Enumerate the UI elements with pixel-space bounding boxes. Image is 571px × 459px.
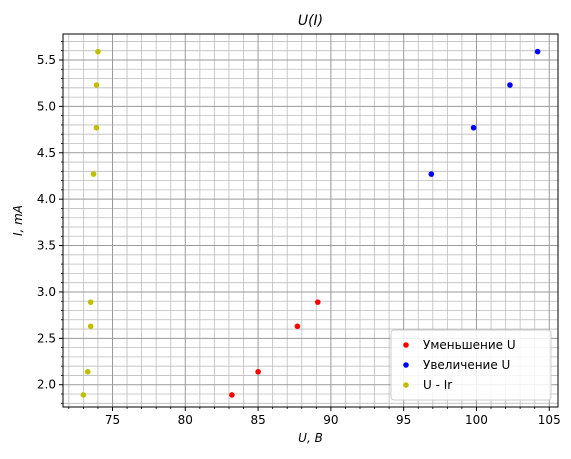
data-point <box>84 368 91 375</box>
y-tick-label: 5.0 <box>37 99 56 113</box>
data-point <box>294 323 301 330</box>
y-tick-label: 4.0 <box>37 192 56 206</box>
x-tick-label: 95 <box>396 413 411 427</box>
legend-label: Уменьшение U <box>423 338 516 352</box>
x-axis-label: U, B <box>298 431 323 445</box>
legend: Уменьшение U Увеличение U U - Ir <box>390 329 552 401</box>
legend-label: U - Ir <box>423 378 452 392</box>
data-point <box>229 392 235 398</box>
legend-label: Увеличение U <box>423 358 510 372</box>
y-tick-label: 2.5 <box>37 331 56 345</box>
x-tick-label: 80 <box>178 413 193 427</box>
data-point <box>87 299 94 305</box>
data-point <box>93 124 100 131</box>
data-point <box>95 48 101 55</box>
major-grid <box>63 34 558 407</box>
x-tick-label: 85 <box>250 413 265 427</box>
data-points <box>80 48 541 398</box>
y-tick-label: 3.0 <box>37 285 56 299</box>
y-tick-label: 3.5 <box>37 239 56 253</box>
axis-ticks: 75 80 85 90 95 100 105 2.0 2.5 3.0 3.5 4.0 4.5 5.0 5.5 <box>37 41 561 427</box>
data-point <box>93 82 100 88</box>
data-point <box>507 82 513 88</box>
chart-title: U(I) <box>298 13 323 29</box>
data-point <box>80 392 87 398</box>
y-axis-label: I, mA <box>11 205 25 236</box>
plot-frame <box>62 33 559 408</box>
legend-box <box>390 329 552 401</box>
x-tick-label: 75 <box>105 413 120 427</box>
data-point <box>255 368 261 375</box>
legend-marker <box>403 382 409 388</box>
y-tick-label: 2.0 <box>37 378 56 392</box>
legend-marker <box>403 342 409 348</box>
data-point <box>314 299 321 305</box>
x-tick-label: 105 <box>538 413 561 427</box>
x-tick-label: 100 <box>465 413 488 427</box>
data-point <box>428 171 435 177</box>
y-tick-label: 5.5 <box>37 53 56 67</box>
x-tick-label: 90 <box>323 413 338 427</box>
data-point <box>470 124 477 131</box>
data-point <box>534 48 541 55</box>
data-point <box>90 171 97 177</box>
legend-marker <box>403 362 409 368</box>
y-tick-label: 4.5 <box>37 146 56 160</box>
data-point <box>87 323 94 330</box>
